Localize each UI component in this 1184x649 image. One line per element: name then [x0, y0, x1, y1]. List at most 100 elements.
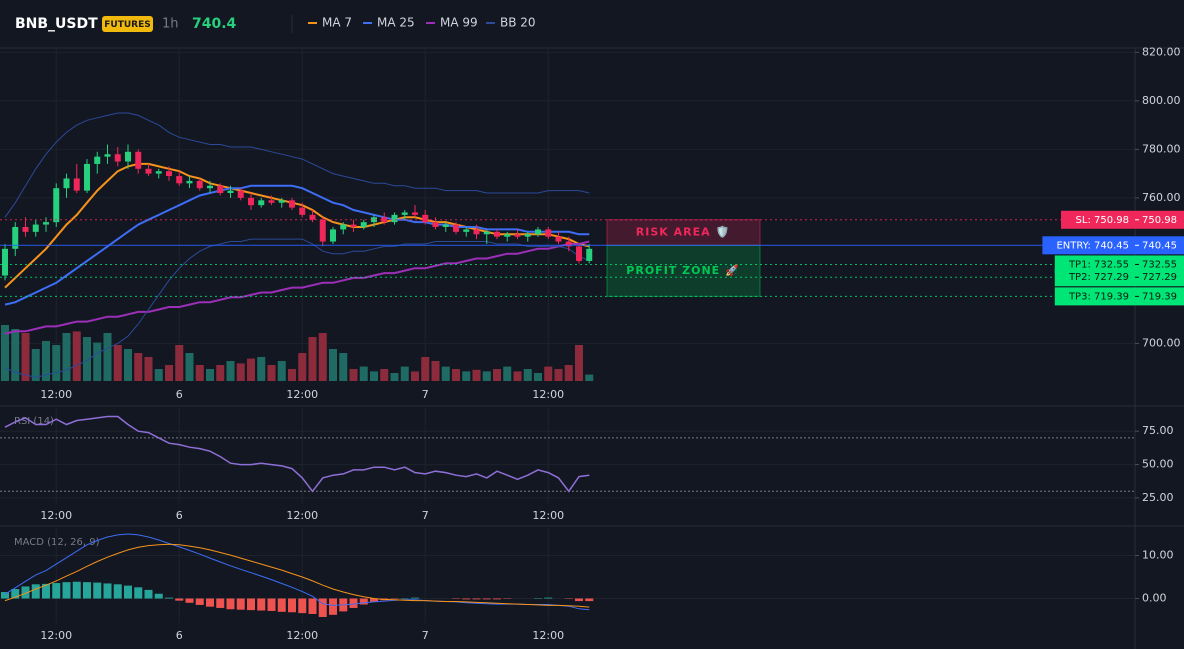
candle-body — [63, 178, 70, 189]
level-label: TP1: 732.55 — [1068, 259, 1129, 270]
volume-bar — [380, 369, 389, 381]
level-label: SL: 750.98 — [1076, 215, 1129, 226]
volume-bar — [513, 371, 522, 381]
y-tick-label: 760.00 — [1142, 191, 1181, 204]
candle-body — [186, 180, 193, 184]
level-label: ENTRY: 740.45 — [1056, 240, 1129, 251]
line — [4, 533, 590, 611]
level-price: 719.39 — [1142, 291, 1177, 302]
candle-body — [463, 229, 470, 232]
x-tick-label: 12:00 — [40, 509, 72, 522]
volume-bar — [113, 345, 122, 381]
volume-bar — [431, 361, 440, 381]
candle-body — [237, 190, 244, 198]
candle-body — [494, 231, 500, 237]
histogram-bar — [411, 597, 419, 599]
volume-bar — [103, 333, 112, 381]
candle-body — [166, 171, 172, 177]
volume-bar — [257, 357, 266, 381]
candle-body — [278, 200, 285, 203]
x-tick-label: 7 — [422, 509, 429, 522]
volume-bar — [400, 366, 409, 381]
histogram-bar — [257, 598, 266, 611]
x-tick-label: 12:00 — [532, 388, 564, 401]
histogram-bar — [175, 598, 184, 601]
volume-bar — [236, 363, 245, 381]
line — [4, 184, 590, 306]
volume-bar — [226, 361, 235, 381]
legend-label: BB 20 — [500, 16, 536, 30]
histogram-bar — [124, 585, 132, 599]
volume-bar — [493, 369, 501, 381]
histogram-bar — [52, 583, 61, 599]
x-tick-label: 6 — [176, 509, 183, 522]
volume-bar — [349, 369, 358, 381]
histogram-bar — [359, 598, 368, 605]
histogram-bar — [1, 592, 9, 599]
histogram-bar — [134, 587, 143, 599]
candle-body — [319, 219, 326, 242]
volume-bar — [359, 366, 368, 381]
candle-body — [381, 217, 388, 223]
volume-bar — [329, 349, 337, 381]
histogram-bar — [42, 583, 50, 599]
volume-bar — [585, 374, 594, 381]
volume-bar — [93, 342, 102, 381]
candle-body — [32, 224, 39, 232]
volume-bar — [472, 369, 481, 381]
candle-body — [299, 207, 306, 215]
candle-body — [196, 180, 203, 189]
candle-body — [73, 178, 80, 191]
volume-bar — [144, 357, 153, 381]
candle-body — [53, 188, 60, 223]
volume-bar — [1, 325, 9, 381]
candle-body — [401, 212, 408, 215]
volume-bar — [11, 329, 20, 381]
badge-bg — [102, 16, 153, 32]
candle-body — [125, 151, 131, 162]
histogram-bar — [288, 598, 296, 613]
candle-body — [135, 151, 142, 169]
volume-bar — [523, 369, 532, 381]
volume-bar — [175, 345, 184, 381]
histogram-bar — [185, 598, 194, 603]
volume-bar — [195, 365, 204, 381]
volume-bar — [441, 366, 450, 381]
volume-bar — [564, 365, 573, 381]
histogram-bar — [482, 598, 491, 600]
volume-bar — [154, 369, 163, 381]
candle-body — [227, 190, 234, 194]
level-label: TP2: 727.29 — [1068, 272, 1129, 283]
zone — [606, 244, 761, 297]
histogram-bar — [247, 598, 255, 611]
legend-label: MA 7 — [322, 16, 352, 30]
histogram-bar — [93, 582, 102, 599]
volume-bar — [503, 366, 512, 381]
level-price: 740.45 — [1142, 240, 1177, 251]
interval: 1h — [162, 17, 179, 32]
candle-body — [309, 214, 316, 220]
candle-body — [535, 229, 541, 235]
histogram-bar — [585, 598, 594, 602]
volume-bar — [42, 341, 50, 381]
histogram-bar — [226, 598, 235, 610]
level-tag — [1054, 287, 1184, 306]
candle-body — [207, 185, 213, 189]
volume-bar — [534, 373, 542, 381]
x-tick-label: 6 — [176, 629, 183, 642]
histogram-bar — [472, 598, 481, 600]
volume-bar — [185, 353, 194, 381]
x-tick-label: 12:00 — [40, 388, 72, 401]
volume-bar — [165, 365, 173, 381]
histogram-bar — [370, 598, 378, 602]
volume-bar — [370, 371, 378, 381]
level-price: 750.98 — [1142, 215, 1177, 226]
y-tick-label: 780.00 — [1142, 142, 1181, 155]
x-tick-label: 12:00 — [40, 629, 72, 642]
volume-bar — [52, 345, 61, 381]
volume-bar — [544, 366, 553, 381]
volume-bar — [318, 333, 327, 381]
volume-bar — [124, 349, 132, 381]
